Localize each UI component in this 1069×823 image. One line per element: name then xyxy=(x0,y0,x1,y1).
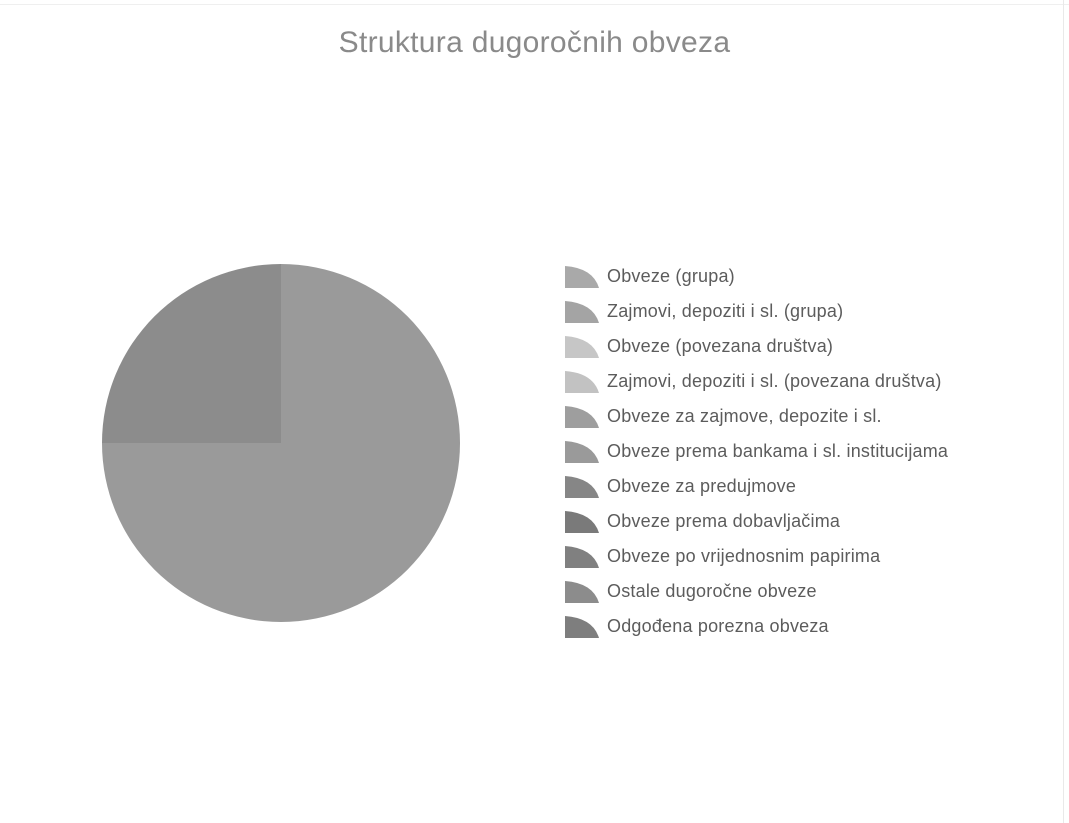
legend-swatch-icon xyxy=(565,440,599,463)
legend-item[interactable]: Obveze po vrijednosnim papirima xyxy=(565,539,948,574)
pie-chart xyxy=(102,264,460,622)
legend-label: Obveze prema bankama i sl. institucijama xyxy=(607,441,949,461)
legend-label: Obveze prema dobavljačima xyxy=(607,511,841,531)
legend-item[interactable]: Ostale dugoročne obveze xyxy=(565,574,948,609)
legend-swatch-icon xyxy=(565,545,599,568)
legend-item[interactable]: Obveze (povezana društva) xyxy=(565,329,948,364)
legend-label: Obveze (povezana društva) xyxy=(607,336,834,356)
pie-slice-9[interactable] xyxy=(102,264,281,443)
legend-label: Obveze za predujmove xyxy=(607,476,797,496)
frame-right-border xyxy=(1063,0,1064,823)
legend-swatch-icon xyxy=(565,580,599,603)
legend-swatch-icon xyxy=(565,405,599,428)
chart-legend: Obveze (grupa) Zajmovi, depoziti i sl. (g… xyxy=(565,259,948,644)
legend-item[interactable]: Zajmovi, depoziti i sl. (grupa) xyxy=(565,294,948,329)
legend-item[interactable]: Odgođena porezna obveza xyxy=(565,609,948,644)
legend-item[interactable]: Obveze za predujmove xyxy=(565,469,948,504)
legend-item[interactable]: Obveze za zajmove, depozite i sl. xyxy=(565,399,948,434)
legend-label: Zajmovi, depoziti i sl. (povezana društv… xyxy=(607,371,942,391)
legend-item[interactable]: Zajmovi, depoziti i sl. (povezana društv… xyxy=(565,364,948,399)
chart-title: Struktura dugoročnih obveza xyxy=(338,26,731,59)
legend-label: Obveze po vrijednosnim papirima xyxy=(607,546,881,566)
legend-label: Obveze za zajmove, depozite i sl. xyxy=(607,406,882,426)
legend-item[interactable]: Obveze prema bankama i sl. institucijama xyxy=(565,434,948,469)
legend-swatch-icon xyxy=(565,510,599,533)
legend-item[interactable]: Obveze prema dobavljačima xyxy=(565,504,948,539)
legend-swatch-icon xyxy=(565,370,599,393)
legend-swatch-icon xyxy=(565,475,599,498)
legend-label: Ostale dugoročne obveze xyxy=(607,581,817,601)
legend-label: Odgođena porezna obveza xyxy=(607,616,829,636)
frame-top-border xyxy=(0,4,1069,5)
legend-item[interactable]: Obveze (grupa) xyxy=(565,259,948,294)
legend-swatch-icon xyxy=(565,615,599,638)
legend-label: Obveze (grupa) xyxy=(607,266,735,286)
legend-swatch-icon xyxy=(565,300,599,323)
legend-swatch-icon xyxy=(565,265,599,288)
legend-swatch-icon xyxy=(565,335,599,358)
legend-label: Zajmovi, depoziti i sl. (grupa) xyxy=(607,301,844,321)
